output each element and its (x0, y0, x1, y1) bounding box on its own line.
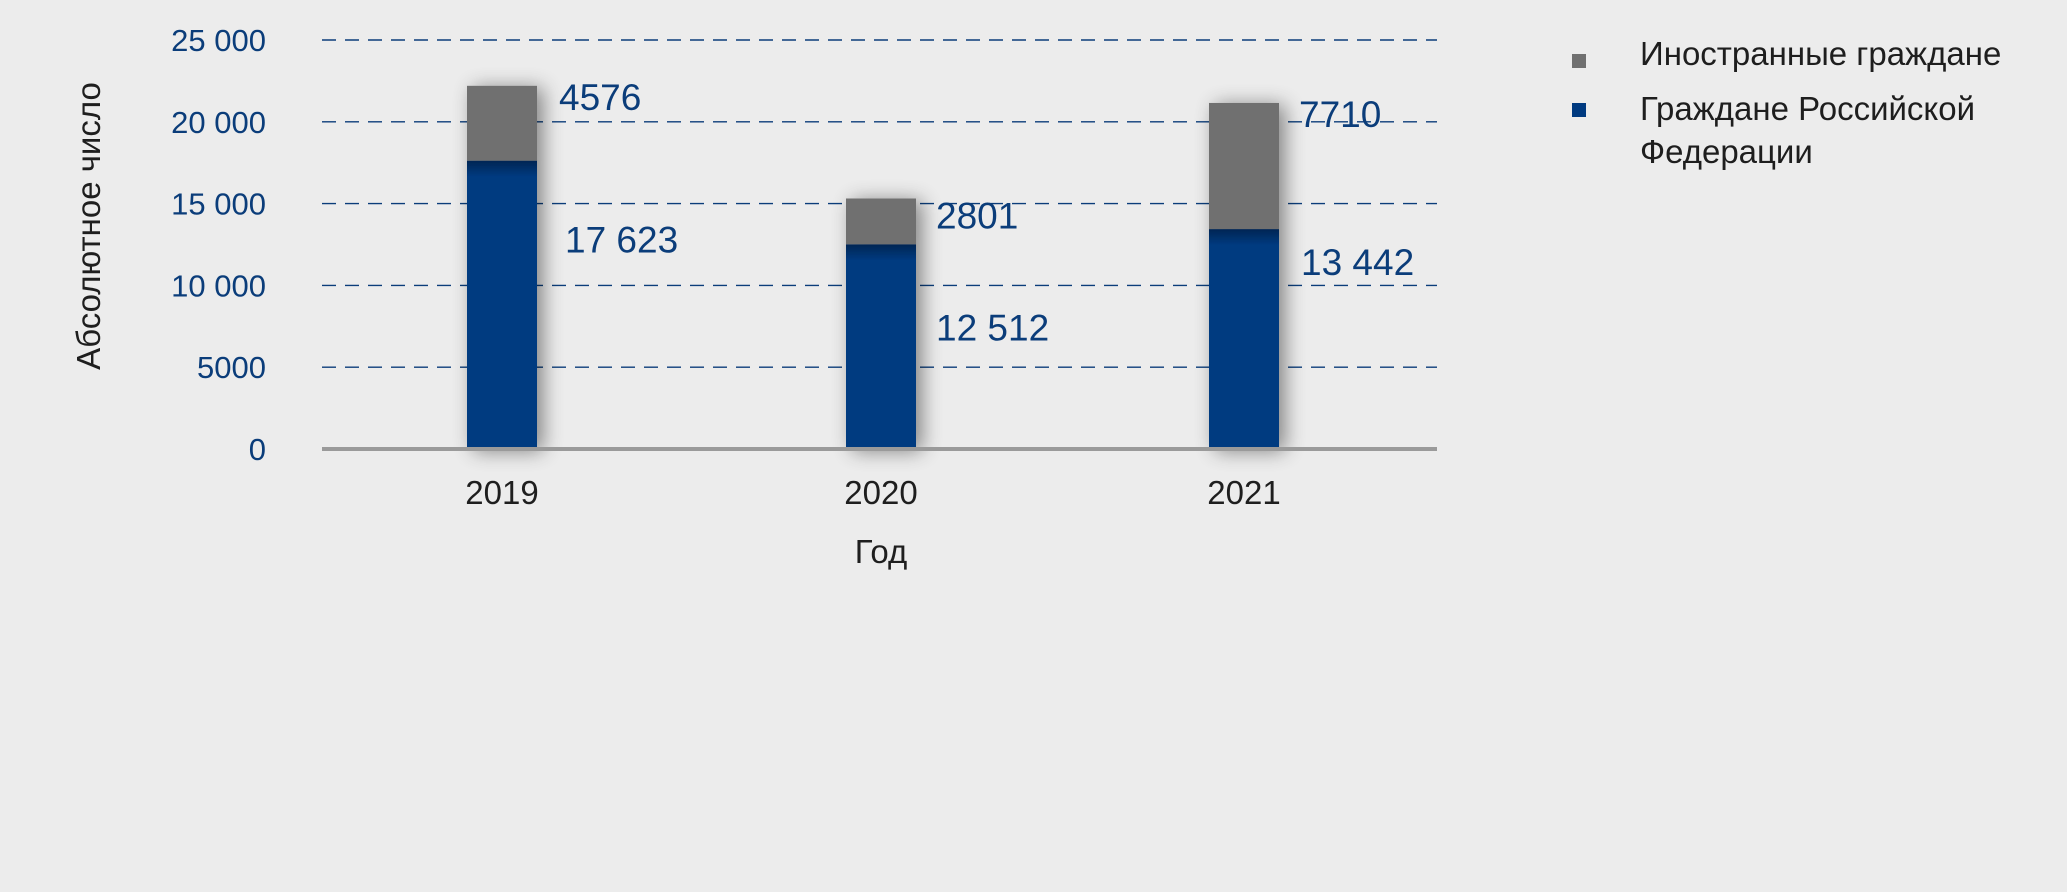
y-tick-label: 15 000 (171, 187, 266, 222)
legend-item: Иностранные граждане (1572, 35, 2001, 72)
legend-label: Федерации (1640, 133, 1813, 170)
y-tick-label: 25 000 (171, 23, 266, 58)
y-tick-label: 5000 (197, 350, 266, 385)
y-axis-title: Абсолютное число (70, 82, 107, 370)
legend-label: Иностранные граждане (1640, 35, 2001, 72)
legend-swatch (1572, 54, 1586, 68)
bar-segment-foreign-2020 (846, 198, 916, 245)
data-label: 17 623 (565, 220, 678, 261)
data-label: 12 512 (936, 307, 1049, 348)
y-tick-label: 20 000 (171, 105, 266, 140)
x-axis-title: Год (855, 533, 908, 570)
bar-segment-citizens-rf-2020 (846, 244, 916, 449)
y-tick-label: 10 000 (171, 268, 266, 303)
data-label: 7710 (1299, 94, 1381, 135)
bar-segment-foreign-2021 (1209, 102, 1279, 230)
bar-group-2019 (467, 85, 537, 449)
bar-shading (846, 244, 916, 261)
data-label: 13 442 (1301, 242, 1414, 283)
bar-segment-foreign-2019 (467, 85, 537, 161)
x-tick-label: 2020 (844, 474, 917, 511)
x-tick-label: 2021 (1207, 474, 1280, 511)
bar-group-2020 (846, 198, 916, 449)
bar-segment-citizens-rf-2021 (1209, 229, 1279, 449)
data-label: 2801 (936, 195, 1018, 236)
x-tick-label: 2019 (465, 474, 538, 511)
bar-segment-citizens-rf-2019 (467, 160, 537, 449)
data-label: 4576 (559, 77, 641, 118)
legend-swatch (1572, 103, 1586, 117)
bar-shading (1209, 229, 1279, 246)
legend-item: Граждане Российской Федерации (1572, 90, 1975, 170)
y-tick-label: 0 (249, 432, 266, 467)
bar-shading (467, 160, 537, 177)
bar-group-2021 (1209, 102, 1279, 449)
legend-label: Граждане Российской (1640, 90, 1975, 127)
